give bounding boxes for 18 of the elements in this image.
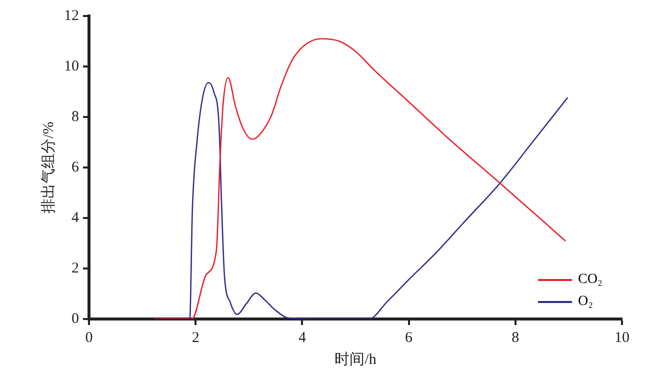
y-tick-label: 12 xyxy=(64,8,79,24)
legend-label: O₂ xyxy=(578,293,593,311)
y-tick-label: 6 xyxy=(72,159,80,176)
line-series xyxy=(153,38,566,319)
y-tick-label: 10 xyxy=(64,58,79,74)
y-tick-label: 8 xyxy=(72,108,79,125)
x-tick-label: 8 xyxy=(512,330,520,346)
y-axis-title: 排出气组分/% xyxy=(40,122,57,214)
x-tick-label: 6 xyxy=(405,330,414,346)
x-tick-label: 10 xyxy=(614,330,630,346)
x-tick-label: 4 xyxy=(298,330,306,346)
legend-label: CO₂ xyxy=(578,271,602,289)
y-tick-label: 0 xyxy=(72,310,79,327)
x-tick-label: 2 xyxy=(192,330,200,346)
y-tick-label: 2 xyxy=(72,260,79,276)
x-axis-title: 时间/h xyxy=(334,350,377,368)
x-tick-label: 0 xyxy=(85,330,93,346)
y-tick-label: 4 xyxy=(72,210,80,226)
